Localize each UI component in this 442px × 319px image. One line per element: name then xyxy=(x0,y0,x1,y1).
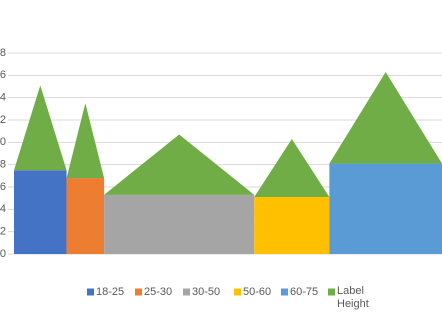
legend-label: 50-60 xyxy=(243,286,271,298)
legend-swatch xyxy=(87,288,94,296)
legend-label: 25-30 xyxy=(144,286,172,298)
peak-triangle xyxy=(66,103,105,179)
bar xyxy=(104,194,255,254)
bar xyxy=(14,170,67,254)
y-tick-label: 4 xyxy=(0,203,6,215)
bar xyxy=(66,178,105,254)
y-tick-label: 14 xyxy=(0,92,6,104)
legend-swatch xyxy=(234,288,241,296)
legend-swatch xyxy=(328,288,335,296)
bar xyxy=(254,197,330,254)
y-tick-label: 2 xyxy=(0,226,6,238)
y-tick-label: 0 xyxy=(0,248,6,260)
legend-swatch xyxy=(281,288,288,296)
peak-triangle xyxy=(254,138,330,198)
y-tick-label: 6 xyxy=(0,181,6,193)
peak-triangle xyxy=(329,71,442,164)
peak-triangle xyxy=(104,134,255,195)
peak-triangle xyxy=(14,85,67,171)
y-tick-label: 18 xyxy=(0,47,6,59)
legend-label: 30-50 xyxy=(192,286,220,298)
y-tick-label: 12 xyxy=(0,114,6,126)
legend-label: 18-25 xyxy=(96,286,124,298)
bar xyxy=(329,163,442,254)
y-tick-label: 16 xyxy=(0,69,6,81)
legend-label: Label Height xyxy=(337,285,369,310)
legend-swatch xyxy=(135,288,142,296)
y-tick-label: 8 xyxy=(0,159,6,171)
legend-label: 60-75 xyxy=(290,286,318,298)
legend-swatch xyxy=(183,288,190,296)
y-tick-label: 10 xyxy=(0,136,6,148)
